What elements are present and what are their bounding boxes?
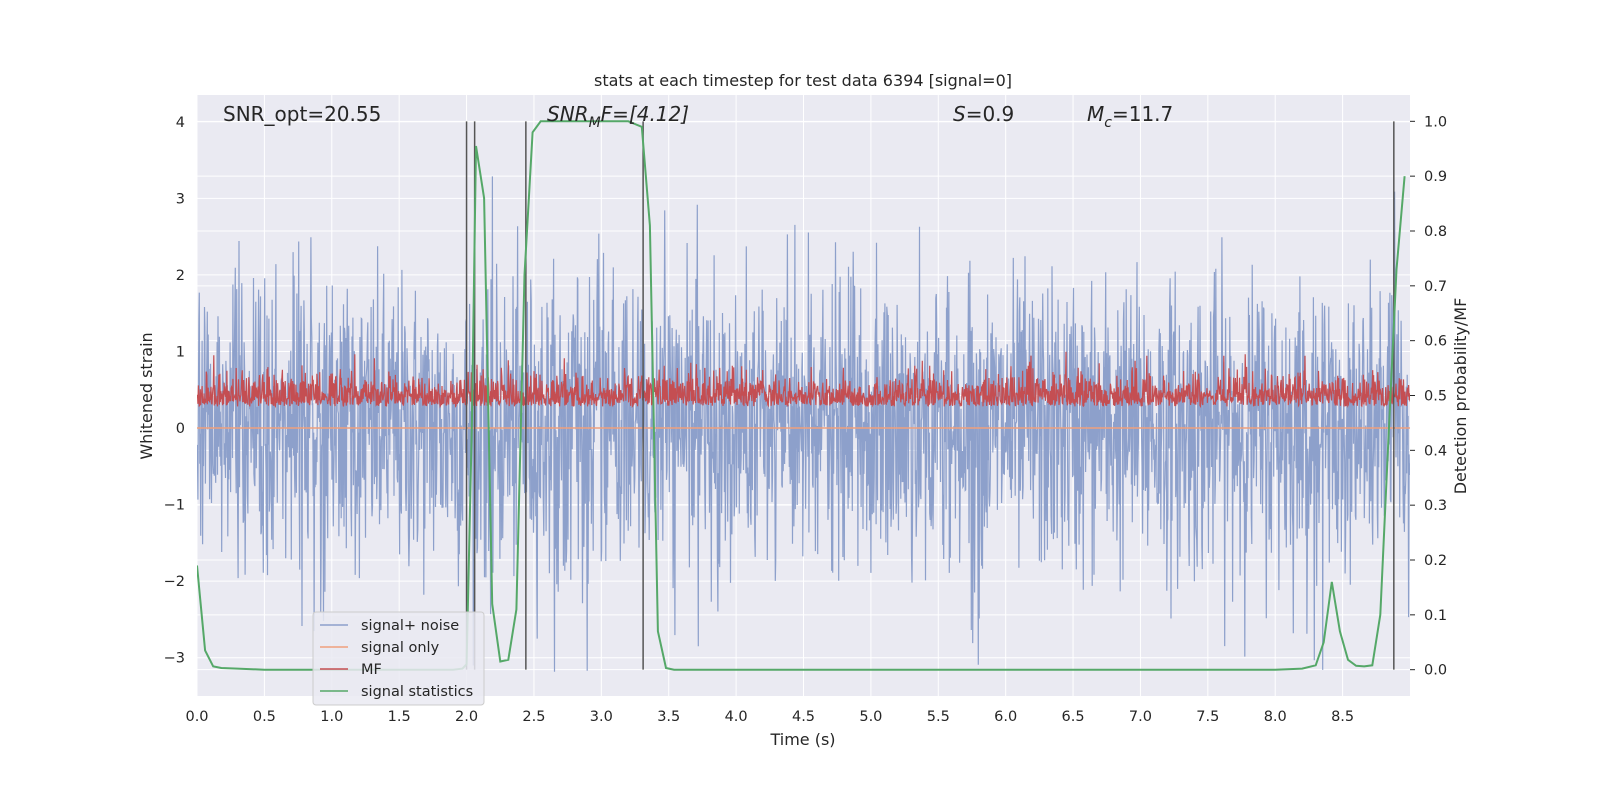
annotation-mc-value: =11.7	[1112, 102, 1173, 126]
y-tick-label: −1	[164, 498, 185, 514]
y-right-tick-label: 0.9	[1424, 169, 1447, 185]
annotation-snr-opt: SNR_opt=20.55	[223, 102, 381, 126]
x-tick-label: 4.0	[725, 709, 748, 725]
y-tick-label: 0	[176, 421, 185, 437]
annotation-s: S=0.9	[953, 102, 1014, 126]
annotation-s-label: S	[953, 102, 966, 126]
x-tick-label: 2.0	[455, 709, 478, 725]
y-axis-label-right: Detection probability/MF	[1451, 298, 1470, 495]
x-tick-label: 0.5	[253, 709, 276, 725]
x-tick-label: 1.5	[388, 709, 411, 725]
annotation-s-value: =0.9	[966, 102, 1015, 126]
y-right-tick-label: 0.3	[1424, 498, 1447, 514]
y-right-tick-label: 0.2	[1424, 553, 1447, 569]
y-right-tick-label: 0.1	[1424, 608, 1447, 624]
x-tick-label: 8.5	[1331, 709, 1354, 725]
vertical-lines	[465, 121, 1395, 670]
x-tick-label: 7.0	[1129, 709, 1152, 725]
series-mf	[197, 351, 1410, 409]
y-right-tick-label: 1.0	[1424, 114, 1447, 130]
x-tick-label: 4.5	[792, 709, 815, 725]
x-tick-label: 0.0	[185, 709, 208, 725]
y-right-tick-label: 0.0	[1424, 663, 1447, 679]
x-tick-label: 2.5	[522, 709, 545, 725]
annotation-snr-mf: SNRMF=[4.12]	[547, 102, 689, 131]
x-tick-label: 1.0	[320, 709, 343, 725]
y-tick-label: −2	[164, 574, 185, 590]
y-right-tick-label: 0.8	[1424, 224, 1447, 240]
x-tick-label: 5.0	[859, 709, 882, 725]
legend-label-mf: MF	[361, 662, 382, 678]
annotation-mc: Mc=11.7	[1087, 102, 1173, 131]
legend-label-signal-only: signal only	[361, 640, 440, 656]
annotation-mc-sub: c	[1104, 115, 1112, 131]
x-tick-label: 3.5	[657, 709, 680, 725]
x-tick-label: 7.5	[1196, 709, 1219, 725]
x-ticks: 0.0 0.5 1.0 1.5 2.0 2.5 3.0 3.5 4.0 4.5 5.0 5.5 6.0 6…	[185, 709, 1354, 725]
annotation-snr-mf-tail: F=[4.12]	[601, 102, 689, 126]
annotation-snr-mf-base: SNR	[547, 102, 589, 126]
y-tick-label: 3	[176, 191, 185, 207]
annotation-snr-mf-sub: M	[589, 115, 601, 131]
x-tick-label: 6.5	[1062, 709, 1085, 725]
y-tick-label: 2	[176, 268, 185, 284]
x-tick-label: 3.0	[590, 709, 613, 725]
y-right-tick-label: 0.5	[1424, 389, 1447, 405]
y-ticks-right: 1.0 0.9 0.8 0.7 0.6 0.5 0.4 0.3 0.2 0.1 0.0	[1410, 114, 1447, 679]
y-right-tick-label: 0.4	[1424, 443, 1447, 459]
legend: signal+ noise signal only MF signal stat…	[312, 611, 485, 706]
y-ticks-left: 4 3 2 1 0 −1 −2 −3	[164, 115, 185, 667]
y-tick-label: 1	[176, 344, 185, 360]
x-tick-label: 5.5	[927, 709, 950, 725]
y-right-tick-label: 0.6	[1424, 334, 1447, 350]
x-tick-label: 8.0	[1264, 709, 1287, 725]
y-tick-label: −3	[164, 651, 185, 667]
y-tick-label: 4	[176, 115, 185, 131]
y-axis-label: Whitened strain	[137, 332, 156, 459]
x-axis-label: Time (s)	[769, 730, 835, 749]
legend-label-noise: signal+ noise	[361, 618, 459, 634]
legend-box	[312, 611, 485, 706]
annotation-mc-base: M	[1087, 102, 1104, 126]
y-right-tick-label: 0.7	[1424, 279, 1447, 295]
legend-label-stats: signal statistics	[361, 684, 473, 700]
chart-title: stats at each timestep for test data 639…	[594, 71, 1012, 90]
x-tick-label: 6.0	[994, 709, 1017, 725]
